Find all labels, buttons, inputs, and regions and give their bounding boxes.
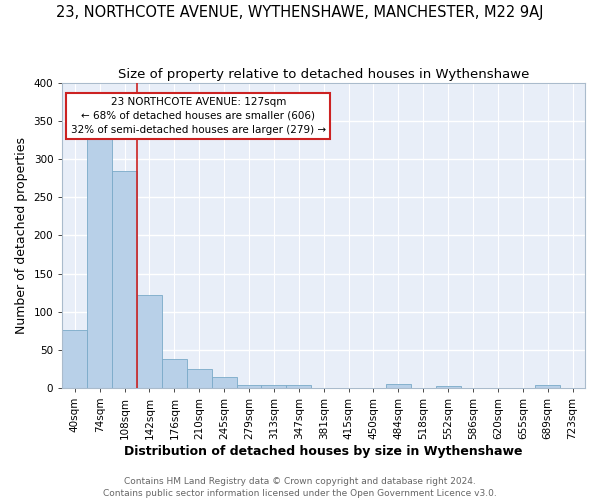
Bar [386,384,411,388]
Bar [87,138,112,388]
Bar [187,368,212,388]
Bar [286,384,311,388]
Text: 23 NORTHCOTE AVENUE: 127sqm
← 68% of detached houses are smaller (606)
32% of se: 23 NORTHCOTE AVENUE: 127sqm ← 68% of det… [71,97,326,135]
Title: Size of property relative to detached houses in Wythenshawe: Size of property relative to detached ho… [118,68,529,80]
Text: 23, NORTHCOTE AVENUE, WYTHENSHAWE, MANCHESTER, M22 9AJ: 23, NORTHCOTE AVENUE, WYTHENSHAWE, MANCH… [56,5,544,20]
Bar [162,359,187,388]
Bar [262,384,286,388]
X-axis label: Distribution of detached houses by size in Wythenshawe: Distribution of detached houses by size … [124,444,523,458]
Bar [62,330,87,388]
Bar [212,377,236,388]
Bar [436,386,461,388]
Bar [137,295,162,388]
Bar [535,384,560,388]
Text: Contains HM Land Registry data © Crown copyright and database right 2024.
Contai: Contains HM Land Registry data © Crown c… [103,476,497,498]
Bar [236,384,262,388]
Bar [112,172,137,388]
Y-axis label: Number of detached properties: Number of detached properties [15,137,28,334]
